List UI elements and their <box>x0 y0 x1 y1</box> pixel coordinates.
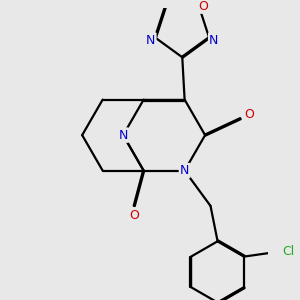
Text: O: O <box>199 0 208 13</box>
Text: O: O <box>244 108 254 122</box>
Text: N: N <box>209 34 218 46</box>
Text: N: N <box>146 34 155 46</box>
Text: Cl: Cl <box>283 245 295 258</box>
Text: N: N <box>180 164 189 177</box>
Text: O: O <box>129 209 139 222</box>
Text: N: N <box>118 129 128 142</box>
